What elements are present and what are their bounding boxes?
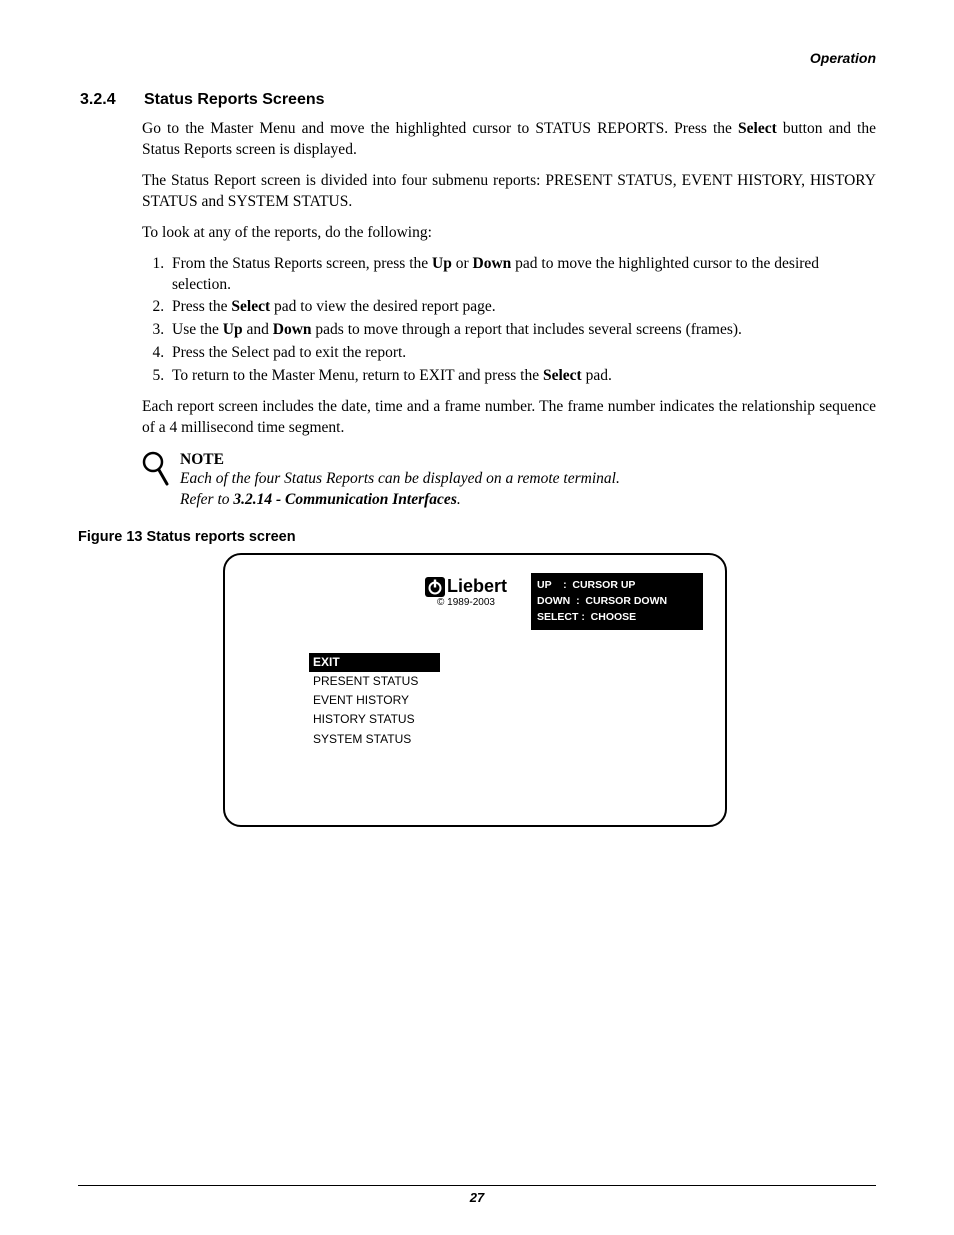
menu-item[interactable]: EVENT HISTORY (309, 691, 440, 710)
menu-item[interactable]: SYSTEM STATUS (309, 730, 440, 749)
brand-logo: Liebert © 1989-2003 (425, 577, 507, 608)
magnifier-icon (142, 451, 180, 487)
section-heading: 3.2.4 Status Reports Screens (78, 91, 876, 109)
step-3: Use the Up and Down pads to move through… (168, 320, 876, 341)
section-title: Status Reports Screens (144, 91, 325, 109)
menu-item[interactable]: EXIT (309, 653, 440, 672)
step-2: Press the Select pad to view the desired… (168, 297, 876, 318)
step-4: Press the Select pad to exit the report. (168, 343, 876, 364)
paragraph-4: Each report screen includes the date, ti… (142, 397, 876, 439)
note-title: NOTE (180, 451, 620, 469)
section-number: 3.2.4 (78, 91, 144, 109)
step-5: To return to the Master Menu, return to … (168, 366, 876, 387)
note-line-2: Refer to 3.2.14 - Communication Interfac… (180, 490, 620, 511)
status-screen: Liebert © 1989-2003 UP : CURSOR UP DOWN … (223, 553, 727, 827)
hint-select: SELECT : CHOOSE (537, 609, 697, 625)
brand-name: Liebert (447, 577, 507, 597)
figure-caption: Figure 13 Status reports screen (78, 529, 876, 545)
paragraph-3: To look at any of the reports, do the fo… (142, 223, 876, 244)
page-header: Operation (78, 50, 876, 66)
navigation-hints: UP : CURSOR UP DOWN : CURSOR DOWN SELECT… (531, 573, 703, 630)
menu-item[interactable]: PRESENT STATUS (309, 672, 440, 691)
steps-list: From the Status Reports screen, press th… (142, 254, 876, 388)
note-line-1: Each of the four Status Reports can be d… (180, 469, 620, 490)
note-block: NOTE Each of the four Status Reports can… (142, 451, 876, 511)
paragraph-2: The Status Report screen is divided into… (142, 171, 876, 213)
step-1: From the Status Reports screen, press th… (168, 254, 876, 296)
hint-up: UP : CURSOR UP (537, 577, 697, 593)
hint-down: DOWN : CURSOR DOWN (537, 593, 697, 609)
menu-list: EXITPRESENT STATUSEVENT HISTORYHISTORY S… (309, 653, 440, 749)
body-content: Go to the Master Menu and move the highl… (142, 119, 876, 525)
page-number: 27 (78, 1185, 876, 1205)
paragraph-1: Go to the Master Menu and move the highl… (142, 119, 876, 161)
copyright: © 1989-2003 (425, 597, 507, 608)
power-icon (425, 577, 445, 597)
menu-item[interactable]: HISTORY STATUS (309, 710, 440, 729)
